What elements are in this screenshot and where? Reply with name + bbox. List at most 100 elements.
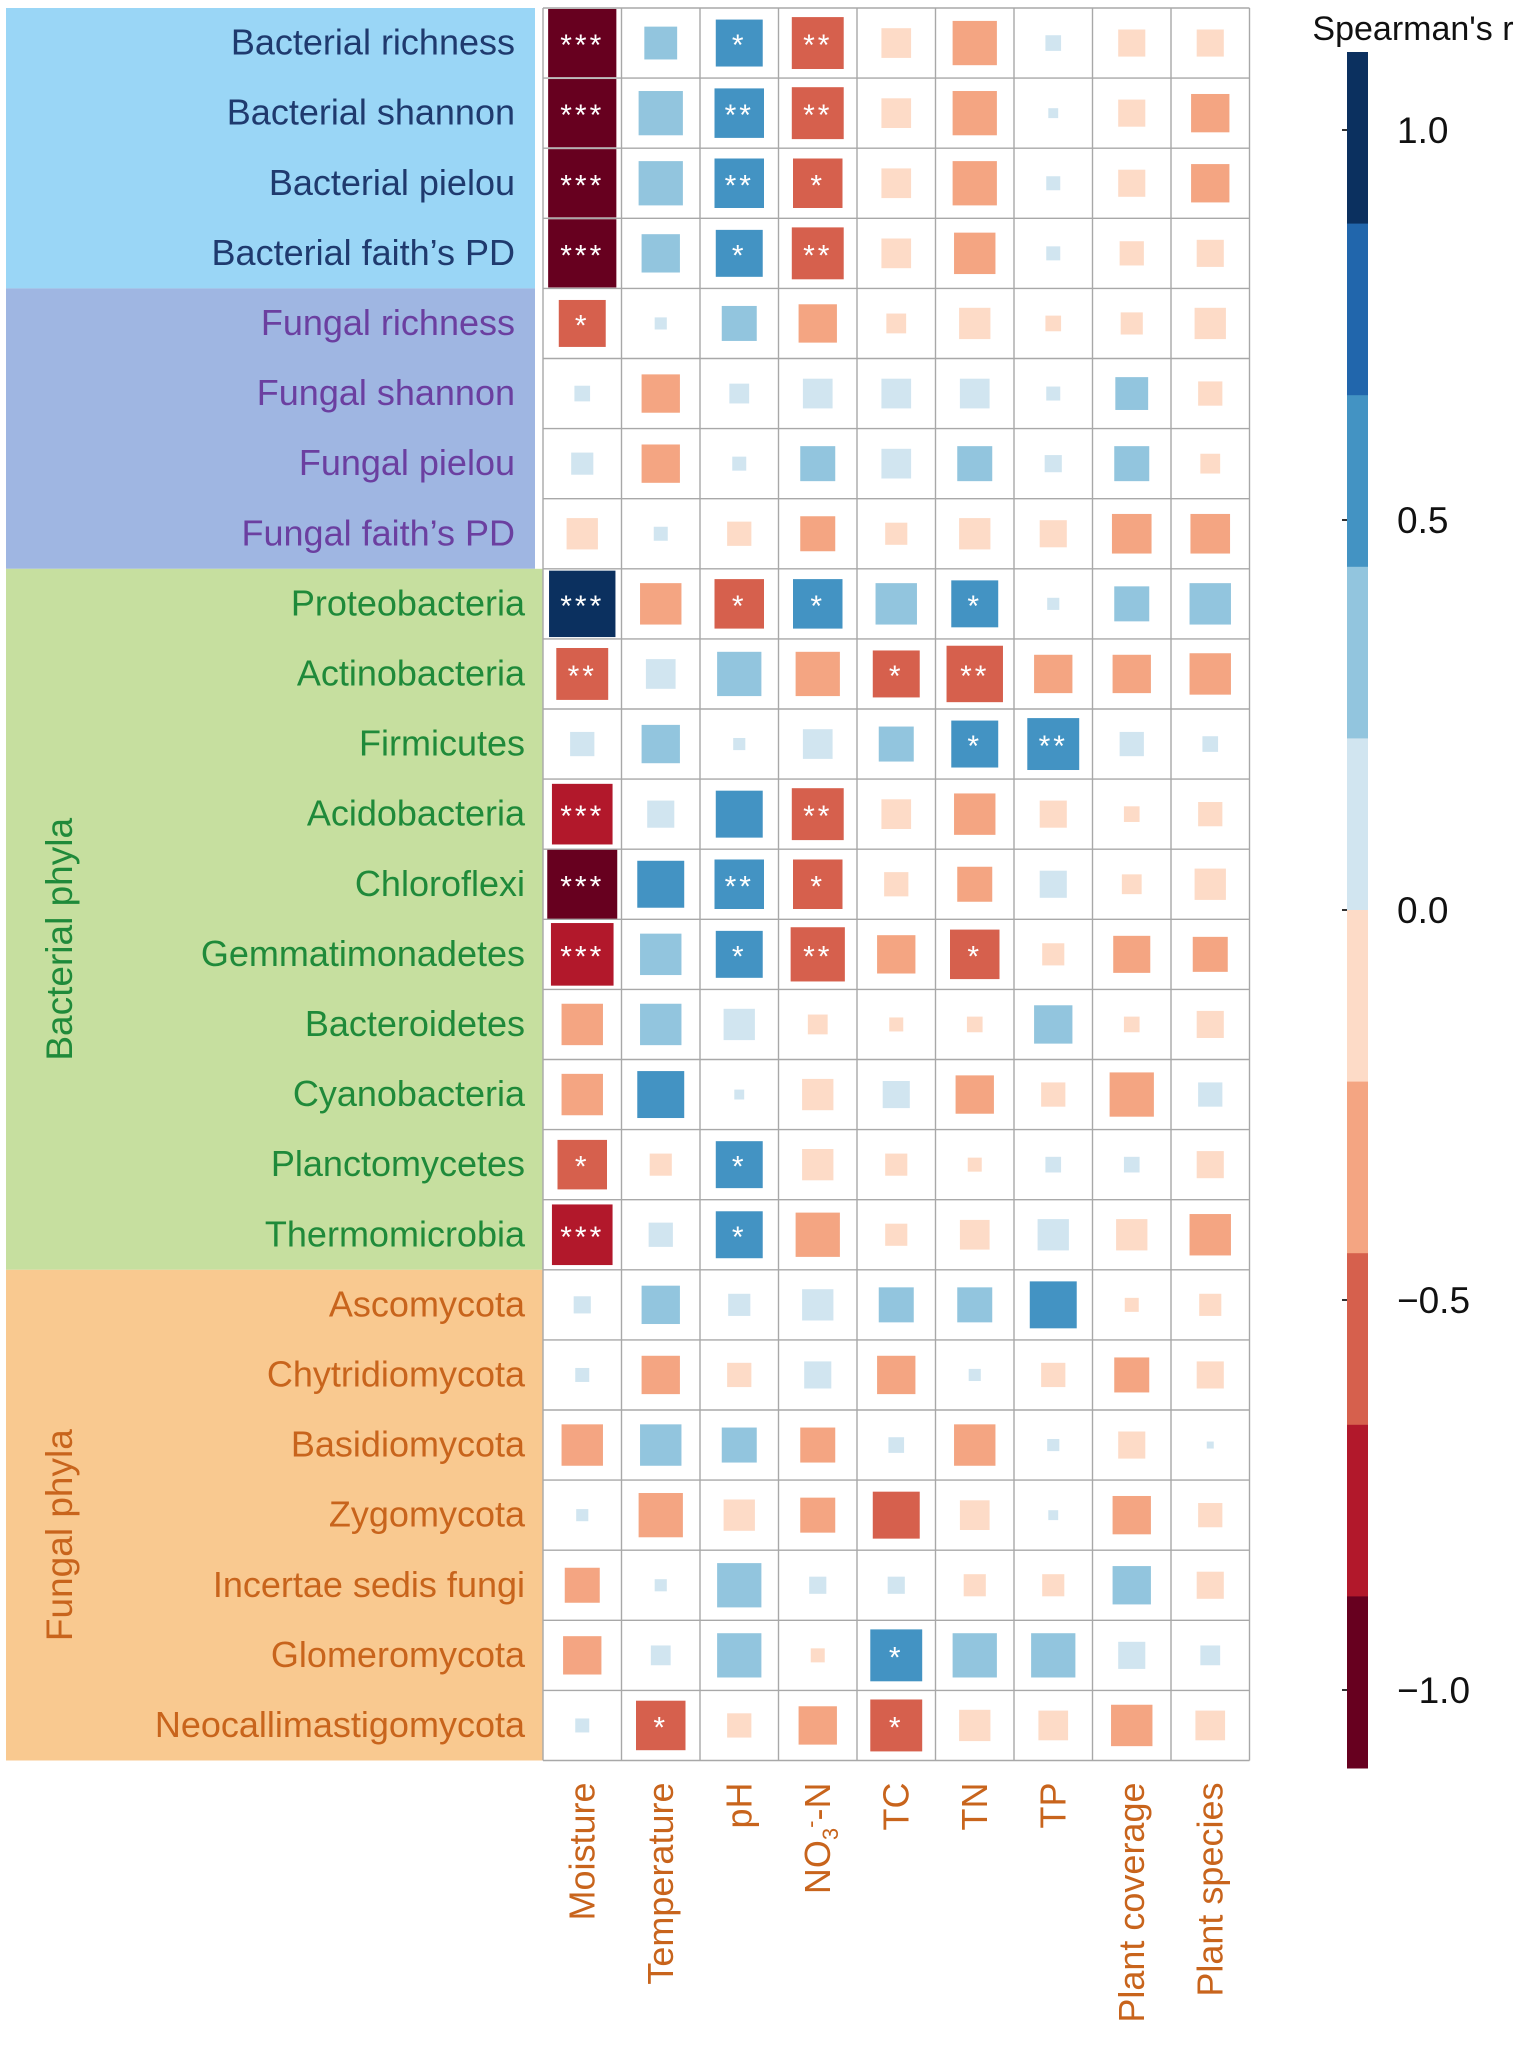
heatmap-cell <box>946 645 1003 703</box>
heatmap-cell <box>549 570 616 638</box>
heatmap-cell <box>1045 315 1062 332</box>
heatmap-cell <box>1042 943 1065 966</box>
heatmap-cell <box>1198 1082 1223 1107</box>
heatmap-cell <box>1109 1072 1154 1117</box>
heatmap-cell <box>800 1427 836 1463</box>
heatmap-cell <box>717 1633 762 1678</box>
heatmap-cell <box>1199 1293 1222 1316</box>
heatmap-cell <box>647 800 675 828</box>
heatmap-cell <box>951 580 999 628</box>
heatmap-cell <box>798 304 837 343</box>
heatmap-cell <box>1192 936 1228 972</box>
group-band-4 <box>6 1269 543 1761</box>
heatmap-cell <box>966 1016 983 1033</box>
heatmap-cell <box>885 1223 908 1246</box>
group-band-3 <box>6 568 543 1270</box>
heatmap-cell <box>1196 1361 1224 1389</box>
row-label: Zygomycota <box>329 1494 526 1535</box>
row-label: Acidobacteria <box>307 793 526 834</box>
heatmap-cell <box>952 91 997 136</box>
heatmap-cell <box>1206 1441 1214 1449</box>
heatmap-cell <box>548 79 617 148</box>
heatmap-cell <box>714 88 764 138</box>
heatmap-cell <box>561 1073 603 1116</box>
heatmap-cell <box>641 1285 680 1325</box>
heatmap-cell <box>641 444 680 483</box>
row-label: Fungal faith’s PD <box>242 512 515 553</box>
heatmap-cell <box>881 238 912 269</box>
significance-marker: * <box>732 1221 747 1254</box>
row-label: Firmicutes <box>359 723 525 764</box>
heatmap-cell <box>637 1071 685 1119</box>
heatmap-cell <box>717 651 762 697</box>
heatmap-cell <box>957 1287 993 1323</box>
heatmap-cell <box>1029 1281 1077 1329</box>
column-label: pH <box>718 1783 759 1829</box>
heatmap-cell <box>1189 653 1231 695</box>
heatmap-cell <box>1194 307 1226 340</box>
significance-marker: *** <box>560 870 604 903</box>
heatmap-cell <box>959 1709 991 1742</box>
heatmap-cell <box>795 651 840 697</box>
heatmap-cell <box>1118 29 1146 57</box>
heatmap-cell <box>557 1139 607 1190</box>
heatmap-cell <box>1198 381 1223 406</box>
heatmap-cell <box>548 149 617 218</box>
colorbar-segment <box>1347 1596 1368 1769</box>
heatmap-cell <box>951 720 999 768</box>
group-band-1 <box>6 8 535 289</box>
heatmap-cell <box>714 158 764 208</box>
heatmap-cell <box>715 1141 763 1189</box>
heatmap-cell <box>954 1424 996 1466</box>
colorbar-segment <box>1347 1424 1368 1597</box>
row-label: Actinobacteria <box>297 652 526 693</box>
significance-marker: ** <box>803 940 832 973</box>
heatmap-cell <box>1196 1571 1224 1599</box>
heatmap-cell <box>1118 169 1146 197</box>
heatmap-cell <box>1048 108 1059 119</box>
significance-marker: *** <box>560 239 604 272</box>
significance-marker: *** <box>560 1221 604 1254</box>
heatmap-cell <box>881 799 912 829</box>
heatmap-cell <box>1114 586 1150 622</box>
heatmap-cell <box>551 1204 613 1266</box>
group-label-4: Fungal phyla <box>39 1429 80 1641</box>
heatmap-cell <box>650 1645 671 1666</box>
colorbar-tick-label: 1.0 <box>1397 110 1448 151</box>
heatmap-cell <box>790 927 845 982</box>
row-label: Bacteroidetes <box>305 1003 525 1044</box>
heatmap-cell <box>1195 1710 1226 1741</box>
colorbar-segment <box>1347 910 1368 1083</box>
colorbar-title: Spearman's r <box>1312 10 1513 48</box>
heatmap-cell <box>1112 1495 1151 1535</box>
heatmap-cell <box>791 87 844 140</box>
heatmap-cell <box>1119 731 1144 757</box>
significance-marker: * <box>732 590 747 623</box>
heatmap-cell <box>1121 874 1142 895</box>
heatmap-cell <box>1034 1005 1073 1044</box>
heatmap-cell <box>791 17 844 70</box>
significance-marker: *** <box>560 800 604 833</box>
heatmap-cell <box>641 234 680 273</box>
significance-marker: ** <box>803 800 832 833</box>
heatmap-cell <box>955 1075 994 1114</box>
heatmap-cell <box>1047 1438 1060 1452</box>
heatmap-cell <box>1189 583 1231 625</box>
heatmap-cell <box>954 793 996 835</box>
row-label: Bacterial pielou <box>269 162 515 203</box>
heatmap-cell <box>802 1289 834 1321</box>
heatmap-cell <box>1202 736 1219 752</box>
heatmap-cell <box>1123 1016 1140 1033</box>
heatmap-cell <box>959 307 991 340</box>
significance-marker: * <box>889 1711 904 1744</box>
significance-marker: * <box>653 1711 668 1744</box>
heatmap-cell <box>723 1499 755 1531</box>
heatmap-cell <box>1200 1645 1221 1666</box>
significance-marker: * <box>967 590 982 623</box>
row-label: Proteobacteria <box>291 582 526 623</box>
row-label: Chytridiomycota <box>267 1353 526 1394</box>
row-label: Ascomycota <box>329 1283 526 1324</box>
significance-marker: * <box>889 1641 904 1674</box>
heatmap-cell <box>793 859 843 909</box>
heatmap-cell <box>570 731 595 757</box>
